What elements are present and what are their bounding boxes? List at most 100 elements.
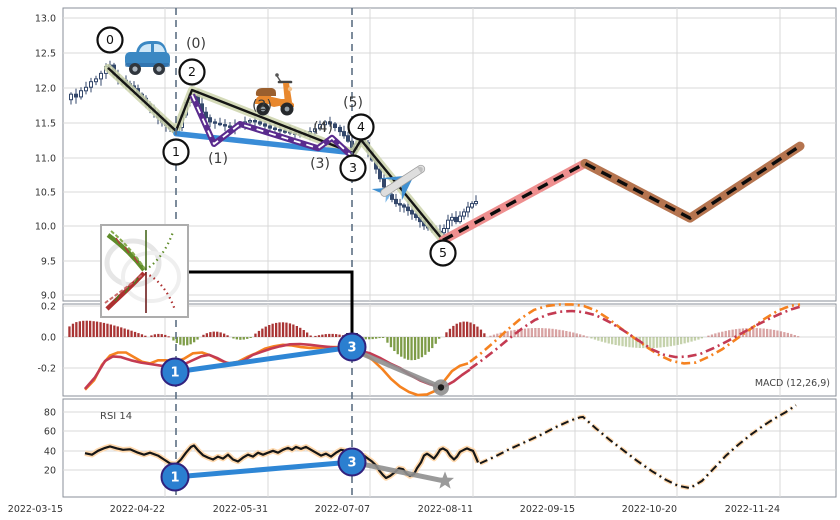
candle-body bbox=[333, 123, 337, 128]
macd-histogram-bar bbox=[600, 337, 603, 342]
macd-histogram-bar bbox=[604, 337, 607, 343]
macd-histogram-bar bbox=[205, 333, 208, 337]
macd-histogram-bar bbox=[669, 337, 672, 347]
macd-histogram-bar bbox=[182, 337, 185, 346]
macd-histogram-bar bbox=[652, 337, 655, 348]
macd-histogram-bar bbox=[676, 337, 679, 345]
macd-histogram-bar bbox=[593, 337, 597, 340]
x-tick-label: 2022-05-31 bbox=[213, 504, 268, 515]
macd-histogram-bar bbox=[579, 334, 582, 337]
y-tick-label: 11.0 bbox=[35, 154, 56, 165]
macd-histogram-bar bbox=[219, 332, 222, 337]
macd-histogram-bar bbox=[680, 337, 683, 345]
macd-line-forecast bbox=[469, 303, 801, 365]
macd-histogram-bar bbox=[673, 337, 676, 346]
macd-histogram-bar bbox=[513, 329, 516, 337]
macd-histogram-bar bbox=[179, 337, 182, 345]
macd-histogram-bar bbox=[235, 337, 238, 340]
macd-histogram-bar bbox=[254, 333, 257, 337]
macd-histogram-bar bbox=[99, 322, 102, 337]
impulse-wave bbox=[107, 67, 444, 242]
macd-histogram-bar bbox=[113, 325, 116, 337]
macd-gray-dot-center bbox=[437, 384, 445, 391]
macd-histogram-bar bbox=[410, 337, 413, 361]
macd-histogram-bar bbox=[779, 331, 783, 337]
inset-red-dashed bbox=[104, 273, 144, 304]
y-tick-label: 60 bbox=[44, 427, 56, 438]
macd-histogram-bar bbox=[403, 337, 406, 359]
macd-histogram-bar bbox=[268, 325, 271, 337]
macd-histogram-bar bbox=[386, 337, 389, 343]
macd-histogram-bar bbox=[697, 337, 700, 340]
candle-body bbox=[69, 93, 73, 101]
macd-histogram-bar bbox=[209, 332, 212, 337]
inset-green-dashed bbox=[110, 230, 146, 270]
macd-histogram-bar bbox=[427, 337, 430, 352]
macd-histogram-bar bbox=[793, 335, 796, 337]
macd-histogram-bar bbox=[400, 337, 403, 357]
y-tick-label: 9.0 bbox=[41, 291, 56, 302]
wave-circle-5 bbox=[429, 239, 457, 267]
macd-histogram-bar bbox=[226, 335, 229, 337]
candle-body bbox=[410, 210, 414, 215]
macd-histogram-bar bbox=[693, 337, 697, 341]
macd-histogram-bar bbox=[786, 332, 789, 337]
inset-ticks-red bbox=[115, 237, 139, 264]
macd-histogram-bar bbox=[261, 328, 264, 337]
candle-body bbox=[462, 211, 466, 217]
macd-histogram-bar bbox=[731, 329, 734, 337]
macd-histogram-bar bbox=[278, 322, 281, 337]
macd-histogram-bar bbox=[762, 328, 765, 337]
macd-histogram-bar bbox=[621, 337, 624, 347]
macd-histogram-bar bbox=[82, 320, 85, 337]
candle-body bbox=[228, 125, 232, 128]
macd-histogram-bar bbox=[371, 337, 374, 340]
macd-histogram-bar bbox=[281, 322, 285, 337]
macd-histogram-bar bbox=[164, 334, 167, 337]
y-tick-label: 0.2 bbox=[41, 302, 56, 313]
y-tick-label: 10.5 bbox=[35, 188, 56, 199]
macd-histogram-bar bbox=[766, 328, 769, 337]
candle-body bbox=[446, 219, 450, 229]
subwave-label: (0) bbox=[186, 36, 206, 52]
macd-histogram-bar bbox=[714, 333, 717, 337]
candle-body bbox=[84, 86, 88, 92]
blue-marker-label: 3 bbox=[347, 341, 356, 356]
macd-histogram-bar bbox=[617, 337, 621, 346]
macd-histogram-bar bbox=[417, 337, 420, 359]
macd-histogram-bar bbox=[752, 328, 755, 337]
macd-histogram-bar bbox=[120, 327, 123, 337]
tick-labels-layer: 13.0 12.5 12.0 11.5 11.0 10.5 10.0 9.5 9.00.2 0.0… bbox=[8, 14, 780, 516]
macd-histogram-bar bbox=[202, 334, 205, 337]
macd-histogram-bar bbox=[520, 328, 523, 337]
macd-histogram-bar bbox=[527, 328, 530, 337]
macd-histogram-bar bbox=[649, 337, 652, 349]
macd-histogram-bar bbox=[378, 337, 381, 339]
candle-body bbox=[283, 130, 287, 133]
candle-body bbox=[94, 78, 98, 83]
macd-histogram-bar bbox=[317, 335, 321, 337]
inset-connector-line bbox=[188, 270, 354, 333]
macd-histogram-bar bbox=[472, 324, 476, 337]
y-tick-label: 11.5 bbox=[35, 119, 56, 130]
macd-histogram-bar bbox=[249, 337, 252, 338]
inset-faint-circle bbox=[121, 251, 181, 303]
macd-histogram-bar bbox=[144, 335, 147, 337]
y-tick-label: 20 bbox=[44, 466, 56, 477]
candle-body bbox=[346, 135, 350, 142]
macd-histogram-bar bbox=[223, 333, 226, 337]
macd-histogram-bar bbox=[459, 322, 462, 337]
candle-body bbox=[99, 72, 103, 80]
macd-signal-forecast bbox=[469, 305, 801, 370]
macd-histogram-bar bbox=[797, 336, 800, 338]
macd-histogram-bar bbox=[572, 332, 575, 337]
macd-histogram-bar bbox=[239, 337, 242, 340]
macd-histogram-bar bbox=[724, 330, 727, 337]
candle-body bbox=[213, 121, 217, 124]
macd-histogram-bar bbox=[434, 337, 437, 344]
x-tick-label: 2022-07-07 bbox=[315, 504, 370, 515]
macd-histogram-bar bbox=[489, 335, 492, 337]
macd-histogram-bar bbox=[364, 337, 367, 340]
y-tick-label: 10.0 bbox=[35, 222, 56, 233]
candle-body bbox=[204, 111, 208, 119]
